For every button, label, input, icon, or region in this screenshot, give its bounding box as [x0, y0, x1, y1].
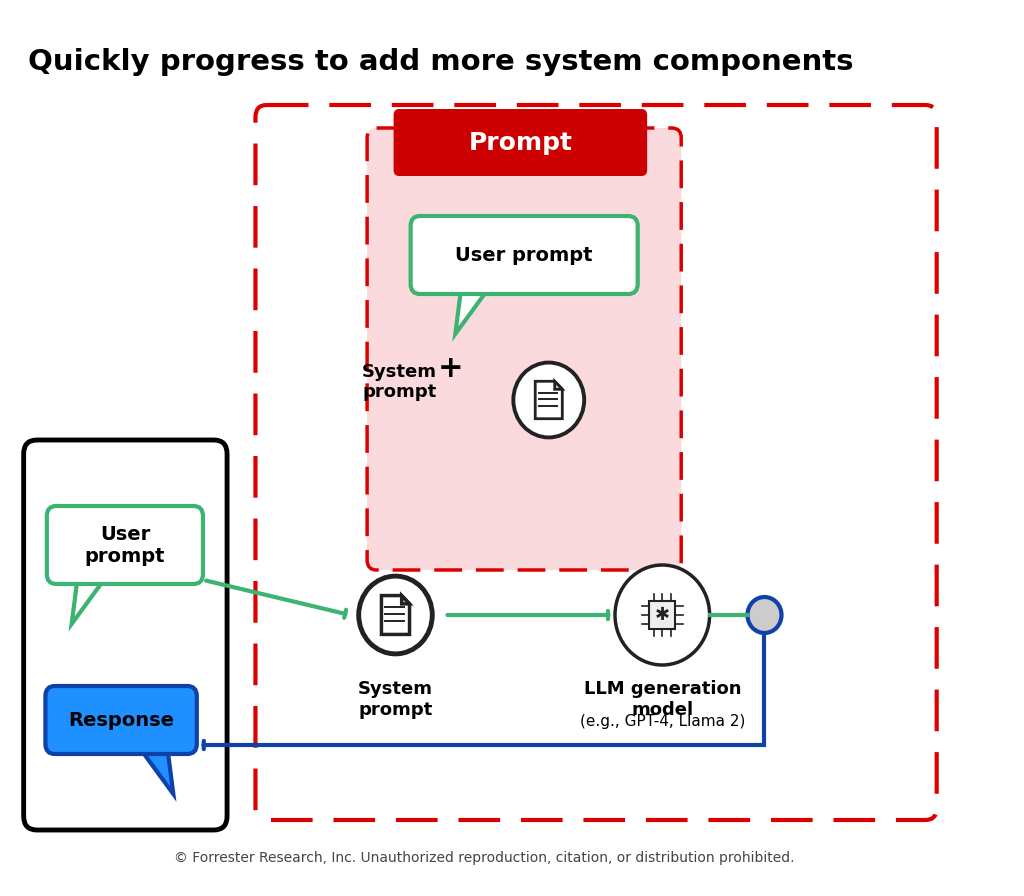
FancyBboxPatch shape: [649, 601, 675, 629]
Text: User
prompt: User prompt: [85, 524, 165, 565]
Text: Prompt: Prompt: [468, 131, 572, 155]
FancyBboxPatch shape: [24, 440, 227, 830]
FancyBboxPatch shape: [47, 506, 203, 584]
Polygon shape: [141, 750, 173, 794]
Text: © Forrester Research, Inc. Unauthorized reproduction, citation, or distribution : © Forrester Research, Inc. Unauthorized …: [174, 851, 795, 865]
Text: (e.g., GPT-4, Llama 2): (e.g., GPT-4, Llama 2): [580, 714, 745, 729]
Text: System
prompt: System prompt: [362, 363, 437, 401]
Polygon shape: [72, 580, 103, 624]
Text: Quickly progress to add more system components: Quickly progress to add more system comp…: [29, 48, 854, 76]
Circle shape: [513, 363, 584, 437]
FancyBboxPatch shape: [393, 109, 647, 176]
Text: Response: Response: [69, 711, 174, 729]
Text: +: +: [437, 354, 463, 383]
Text: ✱: ✱: [654, 606, 670, 624]
Circle shape: [615, 565, 710, 665]
Polygon shape: [401, 596, 410, 604]
FancyBboxPatch shape: [45, 686, 197, 754]
Circle shape: [748, 597, 781, 633]
Circle shape: [358, 576, 432, 654]
Text: LLM generation
model: LLM generation model: [584, 680, 741, 719]
Polygon shape: [536, 382, 562, 418]
Polygon shape: [381, 596, 410, 634]
Text: User prompt: User prompt: [456, 246, 593, 264]
Polygon shape: [456, 290, 487, 334]
Text: System
prompt: System prompt: [358, 680, 433, 719]
FancyBboxPatch shape: [367, 128, 681, 570]
FancyBboxPatch shape: [411, 216, 638, 294]
Polygon shape: [555, 382, 562, 389]
